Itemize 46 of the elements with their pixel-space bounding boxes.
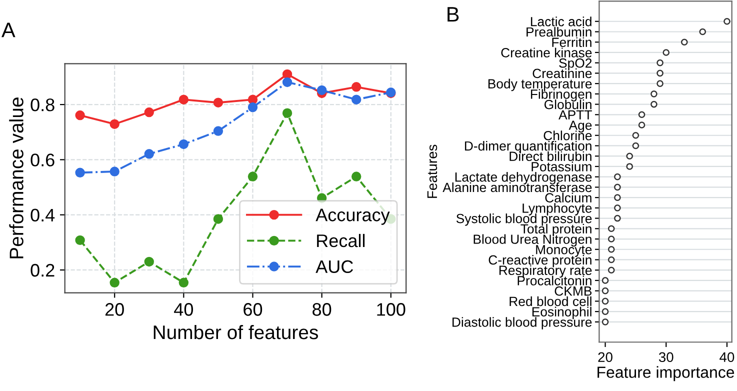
y-tick-label: Lactic acid	[530, 16, 592, 26]
y-tick-label: Procalcitonin	[518, 276, 592, 286]
x-tick-label: 30	[658, 352, 674, 362]
x-tick-label: 80	[312, 303, 332, 316]
x-tick-label: 20	[598, 352, 612, 362]
y-tick-label: Lymphocyte	[522, 203, 592, 216]
y-tick-label: Potassium	[532, 162, 592, 172]
y-tick-label: Monocyte	[536, 245, 592, 257]
legend-label: Accuracy	[316, 208, 390, 225]
y-tick-label: APTT	[558, 110, 592, 120]
y-tick-label: Body temperature	[488, 78, 592, 92]
y-tick-label: Age	[568, 120, 592, 133]
x-tick-label: 20	[105, 303, 124, 316]
y-tick-label: Red blood cell	[510, 296, 592, 306]
y-tick-label: Fibrinogen	[530, 89, 592, 102]
x-axis-title: Feature importance	[598, 366, 734, 382]
y-tick-label: SpO2	[559, 58, 592, 70]
y-tick-label: Chlorine	[544, 130, 592, 140]
y-tick-label: Direct bilirubin	[510, 151, 592, 162]
y-tick-label: Respiratory rate	[499, 265, 592, 278]
y-tick-label: Ferritin	[552, 37, 592, 48]
y-tick-label: Calcium	[545, 192, 592, 202]
x-tick-label: 60	[244, 303, 262, 316]
y-tick-label: Eosinophil	[532, 306, 592, 320]
y-tick-label: Diastolic blood pressure	[452, 317, 592, 330]
y-tick-label: CKMB	[554, 286, 592, 296]
y-tick-label: 0.4	[30, 208, 55, 222]
y-tick-label: 0.2	[30, 264, 54, 277]
x-axis-title: Number of features	[154, 324, 318, 340]
y-tick-label: 0.6	[30, 154, 54, 166]
y-tick-label: Creatinine	[532, 68, 592, 78]
chart-title: B	[448, 7, 459, 22]
y-tick-label: Globulin	[544, 100, 592, 110]
x-tick-label: 40	[174, 303, 193, 316]
legend-label: Recall	[317, 234, 365, 248]
x-tick-label: 40	[720, 352, 734, 362]
y-tick-label: Alanine aminotransferase	[442, 182, 592, 192]
y-tick-label: Lactate dehydrogenase	[455, 172, 592, 184]
chart-title: A	[2, 22, 16, 38]
y-axis-title: Features	[427, 144, 438, 198]
y-axis-title: Performance value	[9, 98, 24, 258]
legend-label: AUC	[316, 260, 354, 274]
y-tick-label: 0.8	[30, 98, 54, 112]
y-tick-label: Prealbumin	[526, 26, 592, 37]
y-tick-label: Creatine kinase	[501, 48, 592, 58]
x-tick-label: 100	[377, 303, 406, 316]
